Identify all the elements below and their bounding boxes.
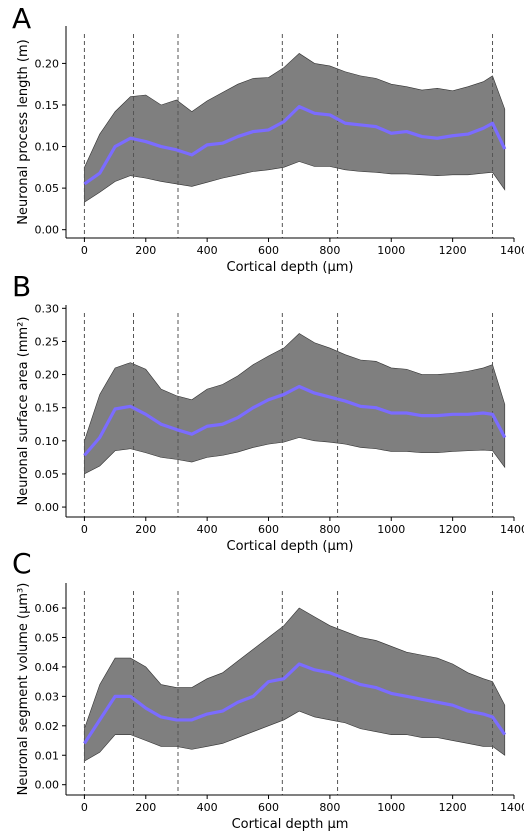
y-tick-label: 0.05 — [35, 631, 60, 644]
x-tick-label: 200 — [135, 801, 156, 814]
x-axis-label: Cortical depth (µm) — [227, 539, 354, 554]
x-tick-label: 200 — [135, 523, 156, 536]
x-tick-label: 200 — [135, 244, 156, 257]
x-tick-label: 600 — [258, 523, 279, 536]
y-tick-label: 0.06 — [35, 602, 60, 615]
x-tick-label: 1000 — [377, 523, 405, 536]
y-tick-label: 0.15 — [35, 99, 60, 112]
y-tick-label: 0.00 — [35, 224, 60, 237]
y-axis-label: Neuronal surface area (mm²) — [16, 317, 31, 506]
x-tick-label: 400 — [197, 801, 218, 814]
x-tick-label: 0 — [81, 523, 88, 536]
panel-letter: A — [12, 2, 31, 35]
y-tick-label: 0.20 — [35, 369, 60, 382]
x-axis-label: Cortical depth µm — [232, 817, 349, 831]
y-tick-label: 0.15 — [35, 402, 60, 415]
y-tick-label: 0.02 — [35, 720, 60, 733]
x-tick-label: 800 — [319, 801, 340, 814]
x-tick-label: 800 — [319, 244, 340, 257]
mean-line — [83, 105, 507, 186]
confidence-band — [84, 607, 506, 762]
x-tick-label: 1000 — [377, 244, 405, 257]
mean-line — [83, 384, 507, 457]
y-tick-label: 0.20 — [35, 57, 60, 70]
x-tick-label: 1000 — [377, 801, 405, 814]
panel-letter: B — [12, 270, 31, 303]
y-tick-label: 0.25 — [35, 335, 60, 348]
x-tick-label: 1200 — [439, 244, 467, 257]
y-tick-label: 0.05 — [35, 468, 60, 481]
x-tick-label: 400 — [197, 244, 218, 257]
x-tick-label: 800 — [319, 523, 340, 536]
confidence-band — [84, 333, 506, 475]
y-axis-label: Neuronal segment volume (µm³) — [16, 583, 31, 796]
y-tick-label: 0.03 — [35, 690, 60, 703]
x-tick-label: 600 — [258, 244, 279, 257]
panel-letter: C — [12, 547, 32, 580]
x-tick-label: 0 — [81, 244, 88, 257]
y-tick-label: 0.04 — [35, 661, 60, 674]
y-tick-label: 0.30 — [35, 302, 60, 315]
y-tick-label: 0.00 — [35, 779, 60, 792]
confidence-band — [84, 53, 506, 203]
x-tick-label: 0 — [81, 801, 88, 814]
x-axis-label: Cortical depth (µm) — [227, 260, 354, 275]
x-tick-label: 600 — [258, 801, 279, 814]
mean-line — [83, 662, 507, 745]
y-tick-label: 0.00 — [35, 501, 60, 514]
y-tick-label: 0.01 — [35, 749, 60, 762]
x-tick-label: 1200 — [439, 523, 467, 536]
y-tick-label: 0.10 — [35, 141, 60, 154]
y-tick-label: 0.10 — [35, 435, 60, 448]
x-tick-label: 400 — [197, 523, 218, 536]
y-tick-label: 0.05 — [35, 182, 60, 195]
x-tick-label: 1200 — [439, 801, 467, 814]
y-axis-label: Neuronal process length (m) — [16, 39, 31, 224]
